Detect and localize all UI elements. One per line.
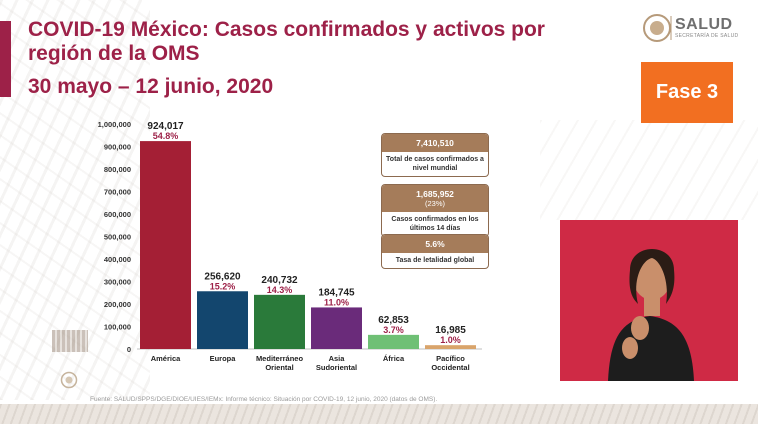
info-box-lethality: 5.6% Tasa de letalidad global: [381, 234, 489, 269]
value-label: 62,853: [378, 315, 409, 326]
percent-label: 11.0%: [324, 297, 349, 307]
date-range: 30 mayo – 12 junio, 2020: [28, 75, 274, 98]
bar-4: [311, 307, 362, 349]
value-label: 924,017: [147, 121, 184, 132]
logo-subtext: SECRETARÍA DE SALUD: [675, 33, 739, 39]
value-label: 256,620: [204, 271, 241, 282]
y-tick-label: 700,000: [104, 188, 131, 197]
y-tick-label: 800,000: [104, 165, 131, 174]
percent-label: 3.7%: [383, 325, 404, 335]
background-pattern-right: [540, 120, 758, 220]
info-box-recent: 1,685,952 (23%) Casos confirmados en los…: [381, 184, 489, 237]
y-tick-label: 500,000: [104, 233, 131, 242]
x-tick-label: Mediterráneo: [256, 354, 304, 363]
y-tick-label: 900,000: [104, 143, 131, 152]
phase-badge: Fase 3: [641, 62, 733, 123]
seal-icon: [60, 371, 78, 389]
bar-6: [425, 345, 476, 349]
info-box-lethality-label: Tasa de letalidad global: [395, 257, 475, 264]
info-box-recent-value: 1,685,952 (23%): [382, 185, 488, 212]
footer-band: [0, 404, 758, 424]
interpreter-figure-icon: [608, 249, 694, 381]
bar-2: [197, 291, 248, 349]
x-tick-label: Asia: [329, 354, 346, 363]
value-label: 16,985: [435, 325, 466, 336]
info-box-recent-count: 1,685,952: [416, 189, 454, 199]
bar-3: [254, 294, 305, 349]
value-label: 184,745: [318, 287, 355, 298]
building-watermark: [52, 330, 88, 352]
logo-text: SALUD: [675, 16, 733, 33]
percent-label: 14.3%: [267, 285, 293, 295]
y-tick-label: 400,000: [104, 255, 131, 264]
info-box-recent-label: Casos confirmados en los últimos 14 días: [391, 216, 479, 232]
page-title: COVID-19 México: Casos confirmados y act…: [28, 18, 545, 65]
y-tick-label: 0: [127, 345, 131, 354]
title-accent-bar: [0, 21, 11, 97]
y-tick-label: 600,000: [104, 210, 131, 219]
y-tick-label: 200,000: [104, 300, 131, 309]
percent-label: 1.0%: [440, 335, 461, 345]
salud-logo-icon: [643, 14, 672, 42]
x-tick-label: Pacífico: [436, 354, 465, 363]
sign-language-interpreter-video: [560, 220, 738, 381]
bar-1: [140, 141, 191, 349]
info-box-lethality-value: 5.6%: [382, 235, 488, 253]
source-note: Fuente: SALUD/SPPS/DGE/DIOE/UIES/IEMx: I…: [90, 396, 438, 403]
y-tick-label: 100,000: [104, 323, 131, 332]
value-label: 240,732: [261, 275, 298, 286]
x-tick-label: Europa: [210, 354, 237, 363]
x-tick-label: Occidental: [431, 363, 469, 372]
percent-label: 15.2%: [210, 281, 236, 291]
bar-5: [368, 334, 419, 349]
x-tick-label: América: [151, 354, 181, 363]
info-box-total: 7,410,510 Total de casos confirmados a n…: [381, 133, 489, 177]
info-box-recent-percent: (23%): [424, 199, 445, 208]
x-tick-label: Oriental: [265, 363, 293, 372]
x-tick-label: África: [383, 354, 405, 363]
bar-chart: 0 100,000 200,000 300,000 400,000 500,000 600,…: [98, 120, 482, 372]
y-tick-label: 1,000,000: [98, 120, 131, 129]
info-box-total-label: Total de casos confirmados a nivel mundi…: [386, 156, 484, 172]
info-box-total-value: 7,410,510: [382, 134, 488, 152]
y-tick-label: 300,000: [104, 278, 131, 287]
x-tick-label: Sudoriental: [316, 363, 357, 372]
percent-label: 54.8%: [153, 131, 179, 141]
